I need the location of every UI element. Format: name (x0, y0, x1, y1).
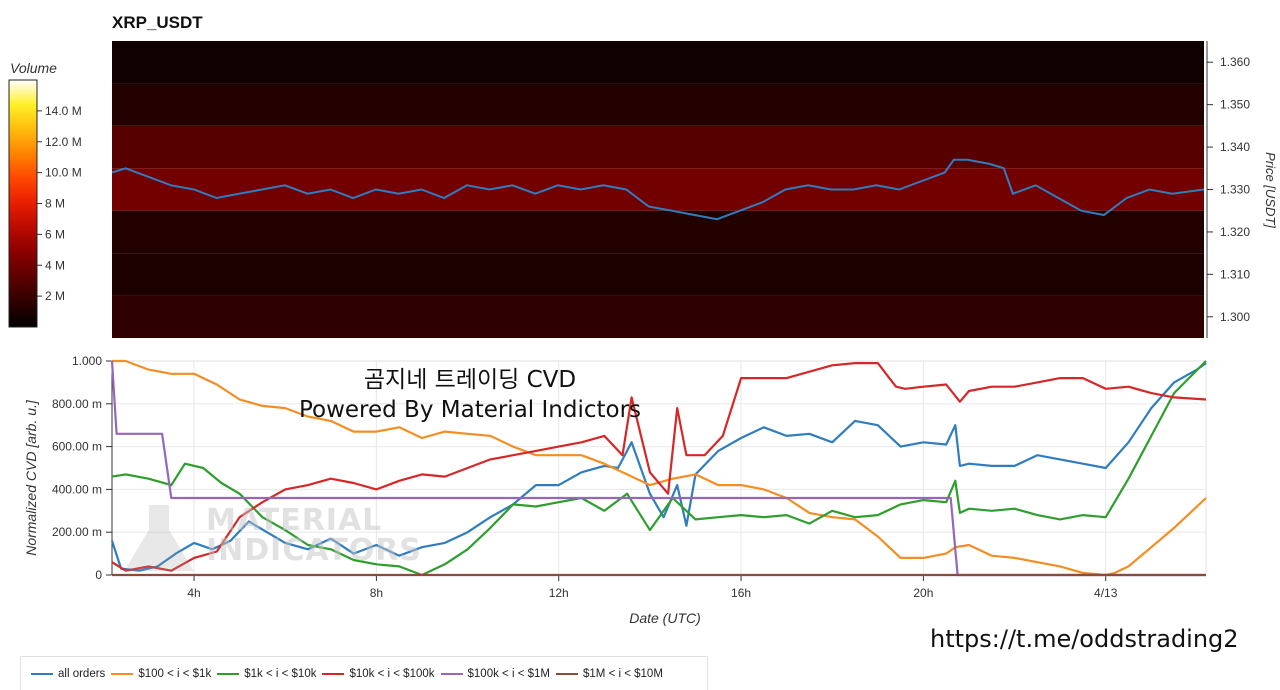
colorbar-tick-label: 12.0 M (45, 135, 82, 149)
heatmap-band-5 (112, 253, 1204, 296)
legend-swatch (111, 672, 134, 675)
legend-item-all_orders[interactable]: all orders (31, 668, 105, 680)
legend-item-s10k_100k[interactable]: $10k < i < $100k (322, 667, 435, 680)
cvd-y-axis-label: Normalized CVD [arb. u.] (23, 399, 39, 556)
cvd-line-chart[interactable]: 0 200.00 m 400.00 m 600.00 m 800.00 m 1.000 4h… (0, 345, 1280, 645)
price-tick-label: 1.340 (1220, 140, 1250, 154)
legend-swatch (322, 672, 345, 675)
colorbar-tick-label: 10.0 M (45, 166, 82, 180)
legend-label: $100 < i < $1k (138, 667, 212, 680)
chart-title: XRP_USDT (112, 13, 203, 32)
heatmap-band-0 (112, 41, 1204, 84)
legend-item-s1m_10m[interactable]: $1M < i < $10M (556, 668, 663, 680)
cvd-y-tick-label: 1.000 (72, 354, 102, 368)
chart-legend: all orders $100 < i < $1k $1k < i < $10k $1… (20, 656, 708, 690)
cvd-x-tick-label: 4/13 (1094, 586, 1118, 600)
heatmap-band-6 (112, 295, 1204, 338)
heatmap-band-1 (112, 83, 1204, 126)
price-tick-label: 1.330 (1220, 183, 1250, 197)
series-line-s100_1k (112, 359, 1207, 577)
flask-watermark-icon (120, 504, 198, 581)
cvd-y-tick-label: 400.00 m (52, 482, 102, 496)
heatmap-band-4 (112, 210, 1204, 254)
overlay-title: 곰지네 트레이딩 CVD (363, 367, 577, 393)
watermark-line-2: INDICATORS (206, 533, 422, 568)
price-heatmap-chart[interactable]: 1.300 1.310 1.320 1.330 1.340 1.350 1.360 Price… (0, 0, 1280, 345)
price-tick-label: 1.360 (1220, 55, 1250, 69)
cvd-x-tick-label: 20h (913, 586, 933, 600)
legend-item-s1k_10k[interactable]: $1k < i < $10k (217, 668, 316, 680)
cvd-y-tick-label: 200.00 m (52, 525, 102, 539)
heatmap-band-3 (112, 168, 1204, 211)
colorbar-tick-label: 8 M (45, 197, 65, 211)
legend-swatch (556, 672, 578, 675)
series-line-s10k_100k (111, 362, 1207, 572)
colorbar-gradient (8, 79, 38, 328)
cvd-x-tick-label: 12h (549, 586, 569, 600)
telegram-link[interactable]: https://t.me/oddstrading2 (930, 625, 1239, 653)
legend-label: all orders (58, 667, 106, 680)
colorbar-tick-label: 6 M (45, 227, 65, 241)
price-axis-label: Price [USDT] (1263, 152, 1278, 228)
price-tick-label: 1.310 (1220, 267, 1250, 281)
colorbar-tick-label: 14.0 M (45, 104, 82, 118)
price-tick-label: 1.320 (1220, 225, 1250, 239)
series-line-s1k_10k (111, 360, 1207, 577)
watermark-line-1: MATERIAL (206, 503, 383, 538)
series-line-all_orders (110, 362, 1207, 572)
heatmap-band-2 (112, 125, 1204, 169)
cvd-x-tick-label: 16h (731, 586, 751, 600)
legend-label: $100k < i < $1M (467, 667, 550, 680)
colorbar-tick-label: 2 M (45, 289, 65, 303)
price-tick-label: 1.350 (1220, 98, 1250, 112)
cvd-x-tick-label: 4h (187, 586, 200, 600)
legend-swatch (440, 672, 463, 675)
cvd-x-axis-label: Date (UTC) (629, 610, 701, 626)
legend-label: $10k < i < $100k (349, 667, 435, 680)
colorbar-tick-label: 4 M (45, 258, 65, 272)
cvd-y-tick-label: 600.00 m (52, 440, 102, 454)
price-tick-label: 1.300 (1220, 310, 1250, 324)
colorbar-title: Volume (10, 60, 57, 76)
legend-label: $1k < i < $10k (244, 667, 317, 680)
legend-swatch (217, 672, 240, 675)
legend-label: $1M < i < $10M (583, 667, 663, 680)
overlay-subtitle: Powered By Material Indictors (298, 397, 642, 423)
legend-swatch (31, 672, 53, 675)
cvd-x-tick-label: 8h (370, 586, 383, 600)
watermark-text: MATERIAL INDICATORS (206, 506, 422, 566)
legend-item-s100k_1m[interactable]: $100k < i < $1M (440, 667, 550, 680)
volume-colorbar: 2 M 4 M 6 M 8 M 10.0 M 12.0 M 14.0 M (8, 79, 82, 328)
price-line (111, 158, 1205, 221)
cvd-y-tick-label: 800.00 m (52, 397, 102, 411)
legend-item-s100_1k[interactable]: $100 < i < $1k (111, 668, 211, 680)
cvd-y-tick-label: 0 (95, 568, 102, 582)
